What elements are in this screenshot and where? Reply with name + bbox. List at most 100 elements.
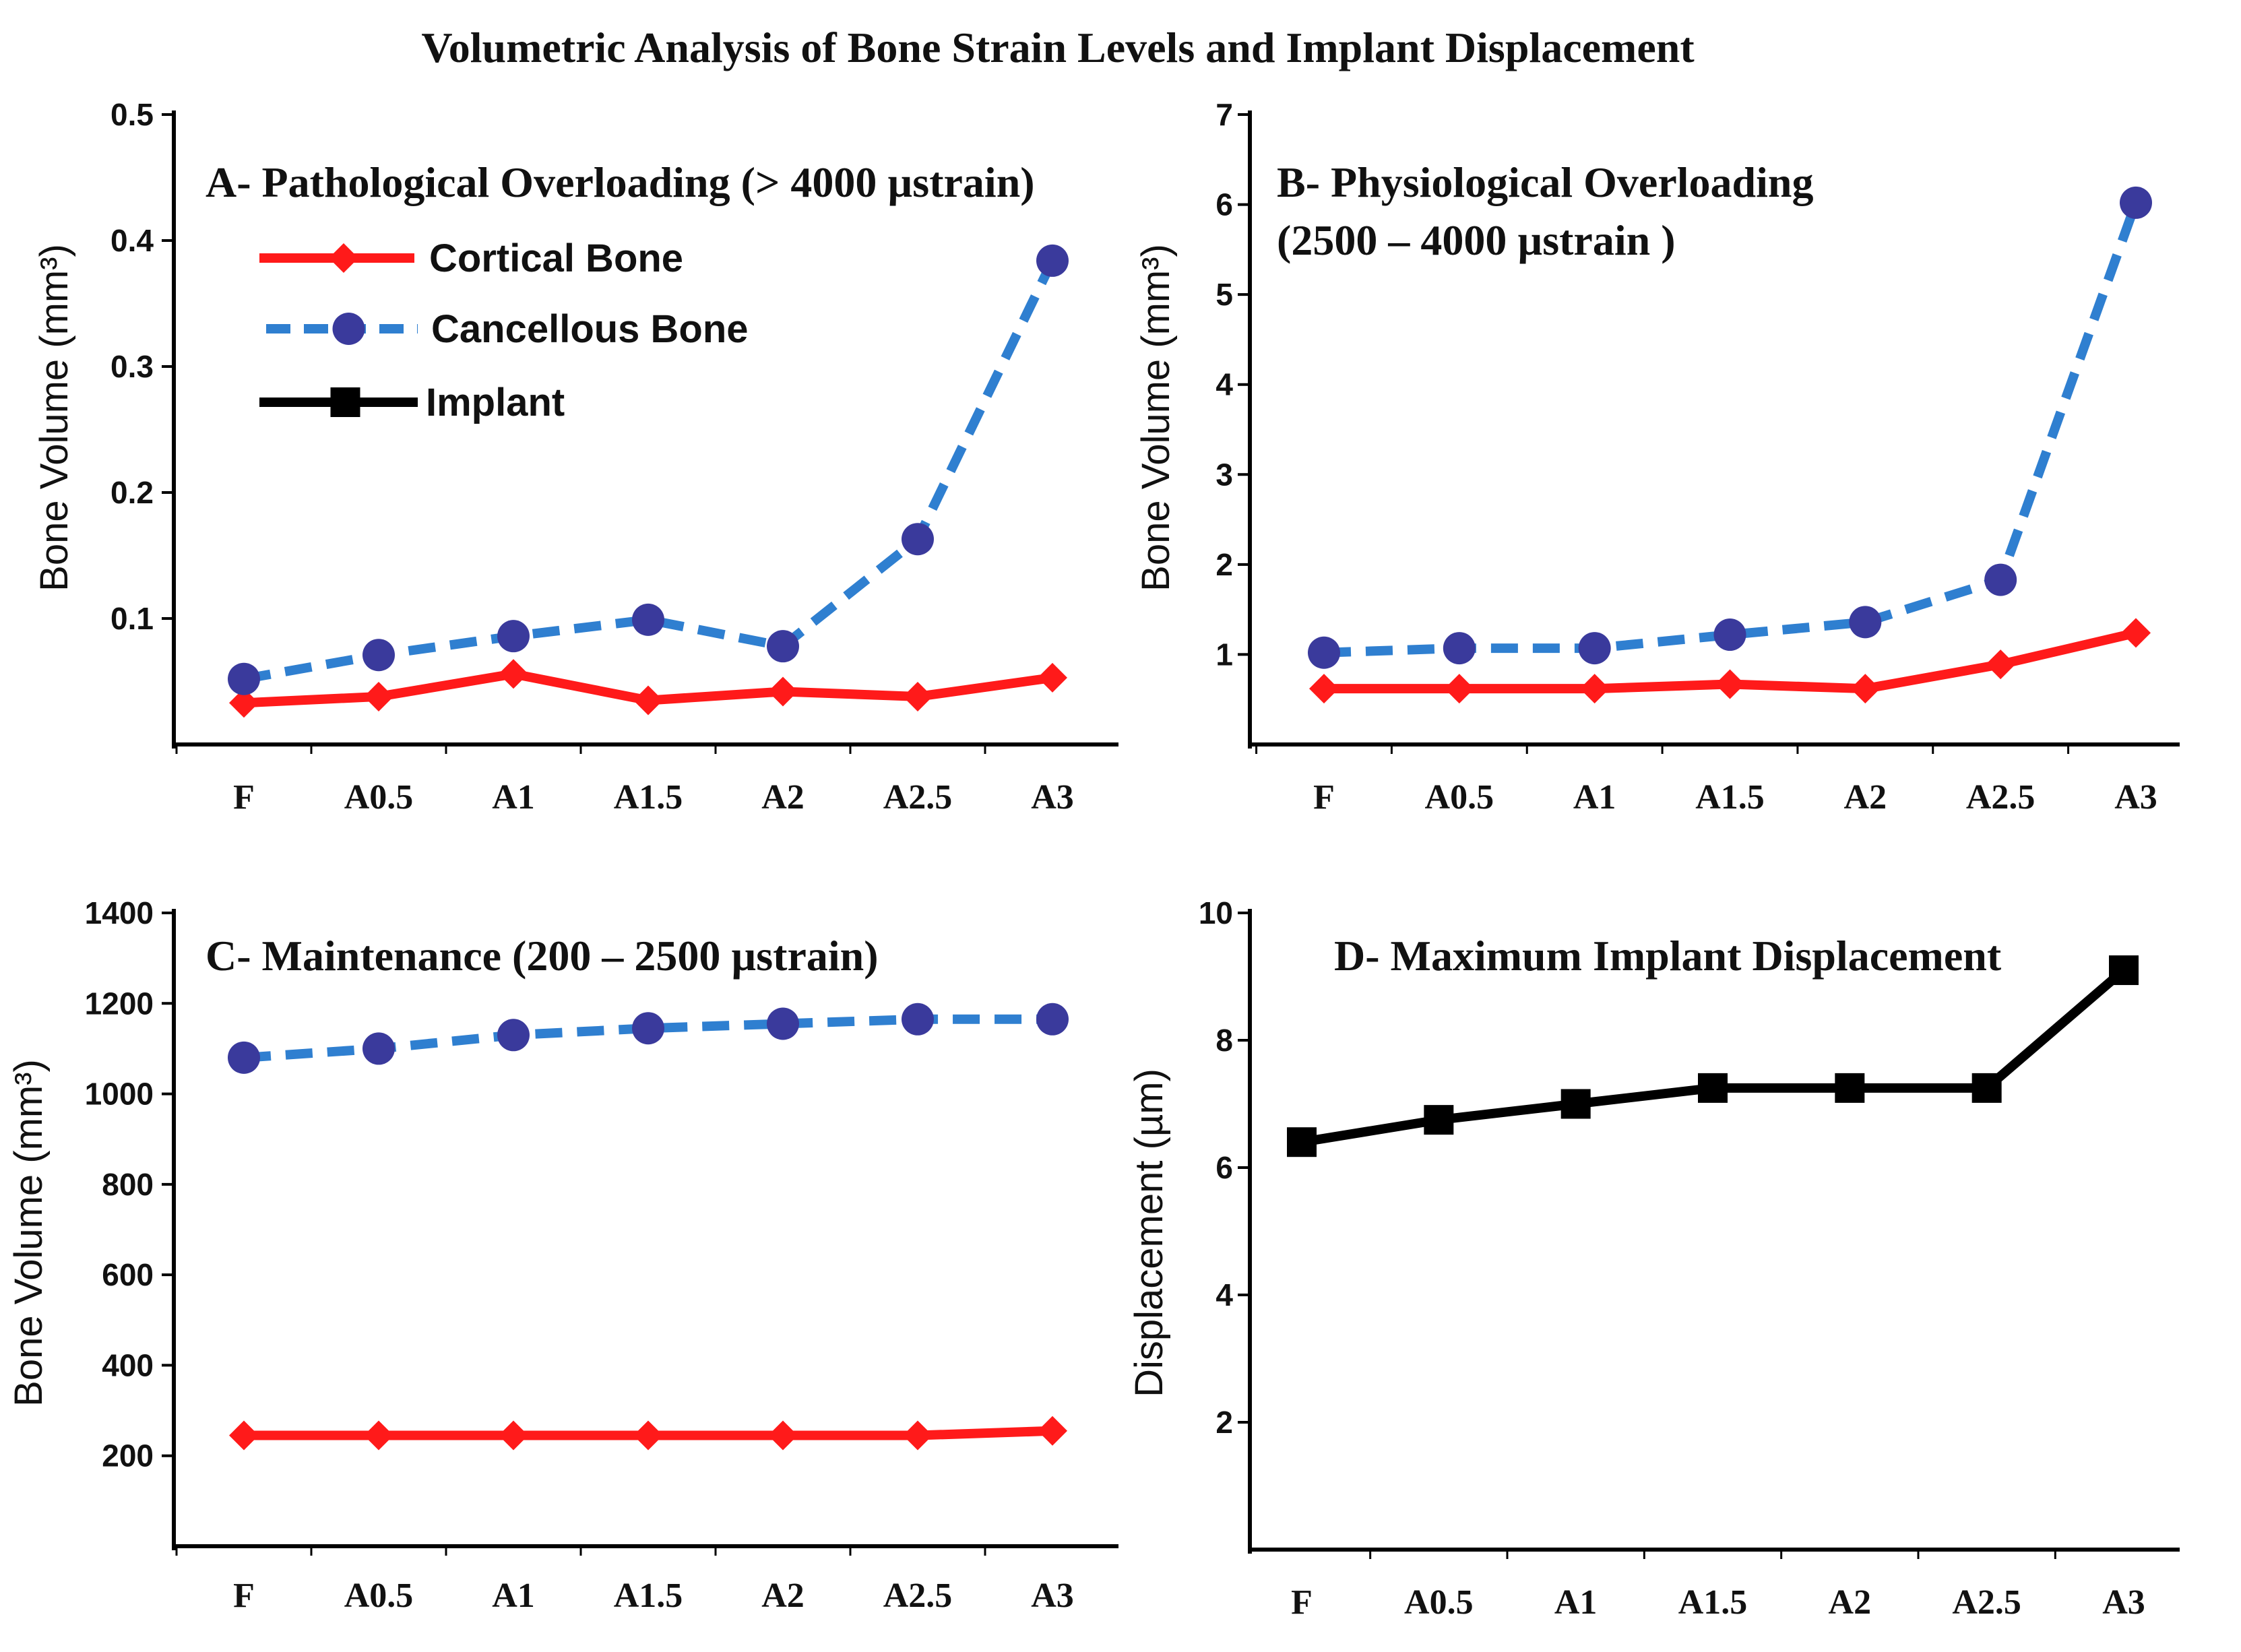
data-point (1287, 1127, 1317, 1157)
data-point (229, 688, 259, 718)
figure-title: Volumetric Analysis of Bone Strain Level… (421, 24, 1695, 71)
legend-item-implant: Implant (259, 381, 565, 424)
y-tick-label: 0.2 (111, 475, 154, 510)
x-tick-label: A2.5 (883, 1577, 953, 1615)
y-tick-label: 4 (1216, 367, 1233, 402)
data-point (499, 1420, 528, 1451)
chart-b: 1 2 3 4 5 6 7 F A0.5 A1 A1.5 A2 A2.5 A3 Bone Volume (m… (1134, 97, 2180, 817)
x-tick-label: A1.5 (614, 778, 683, 817)
data-point (1424, 1105, 1454, 1135)
y-tick-label: 1 (1216, 637, 1233, 672)
x-tick-label: A0.5 (1404, 1583, 1474, 1622)
data-point (229, 1420, 259, 1451)
x-tick-label: A3 (1031, 1577, 1074, 1615)
y-tick-label: 0.5 (111, 97, 154, 132)
legend-label: Cancellous Bone (431, 307, 749, 351)
data-point (632, 603, 664, 636)
data-point (2121, 618, 2151, 648)
legend-label: Cortical Bone (429, 236, 683, 280)
x-tick-label: A3 (2114, 778, 2157, 817)
data-point (1036, 244, 1069, 277)
data-point (1443, 632, 1476, 665)
x-tick-label: A1.5 (614, 1577, 683, 1615)
data-point (1560, 1089, 1591, 1119)
y-tick-label: 2 (1216, 1405, 1233, 1440)
y-tick-label: 6 (1216, 1150, 1233, 1185)
y-axis-title: Bone Volume (mm³) (7, 1059, 51, 1407)
x-tick-label: A3 (2102, 1583, 2145, 1622)
x-tick-label: A2.5 (1952, 1583, 2021, 1622)
data-point (633, 685, 663, 716)
data-point (1308, 636, 1340, 669)
legend-marker (330, 387, 360, 417)
data-point (1850, 674, 1881, 704)
data-point (902, 523, 934, 556)
data-point (1036, 1003, 1069, 1036)
y-tick-label: 2 (1216, 547, 1233, 582)
data-point (903, 1420, 933, 1451)
panel-title: D- Maximum Implant Displacement (1334, 932, 2002, 980)
data-point (1715, 669, 1745, 699)
y-tick-label: 4 (1216, 1277, 1233, 1312)
y-tick-label: 1400 (85, 895, 154, 930)
legend-item-cancellous-bone: Cancellous Bone (266, 307, 749, 351)
data-point (902, 1003, 934, 1036)
chart-c: 200 400 600 800 1000 1200 1400 F A0.5 A1 A1.5 A2 A2.… (7, 895, 1118, 1615)
x-tick-label: A2.5 (1966, 778, 2035, 817)
series-cortical-bone (229, 659, 1067, 718)
data-point (1698, 1073, 1728, 1103)
x-tick-label: A1.5 (1678, 1583, 1748, 1622)
data-point (1713, 618, 1746, 652)
data-point (767, 630, 799, 663)
data-point (768, 1420, 798, 1451)
data-point (228, 662, 260, 695)
data-point (767, 1007, 799, 1040)
panel-title: C- Maintenance (200 – 2500 µstrain) (206, 932, 879, 980)
y-tick-label: 1200 (85, 986, 154, 1021)
x-tick-label: F (233, 1577, 255, 1615)
y-tick-label: 0.1 (111, 601, 154, 636)
data-point (499, 659, 528, 689)
x-tick-label: A2 (1829, 1583, 1872, 1622)
panel-title: A- Pathological Overloading (> 4000 µstr… (206, 158, 1035, 206)
data-point (768, 676, 798, 707)
data-point (1849, 606, 1882, 639)
y-tick-label: 7 (1216, 97, 1233, 132)
x-tick-label: A1 (492, 1577, 535, 1615)
x-tick-label: A2 (1844, 778, 1887, 817)
y-tick-label: 3 (1216, 457, 1233, 492)
data-point (1038, 1416, 1067, 1446)
y-tick-label: 5 (1216, 277, 1233, 312)
x-tick-label: A1 (1554, 1583, 1598, 1622)
data-point (362, 639, 395, 672)
panel-title-line2: (2500 – 4000 µstrain ) (1277, 216, 1676, 264)
legend-marker (332, 313, 365, 345)
data-point (1038, 662, 1067, 693)
series-cortical-bone (1309, 618, 2151, 704)
legend-item-cortical-bone: Cortical Bone (259, 236, 683, 280)
data-point (2109, 955, 2139, 986)
charts: 0.1 0.2 0.3 0.4 0.5 F A0.5 A1 A1.5 A2 A2.5 A3 Bone V… (7, 97, 2180, 1622)
data-point (228, 1041, 260, 1074)
y-axis-title: Bone Volume (mm³) (1134, 244, 1178, 592)
series-cancellous-bone (228, 1003, 1069, 1074)
x-tick-label: A1 (1573, 778, 1616, 817)
data-point (1578, 632, 1611, 665)
y-tick-label: 0.4 (111, 223, 154, 258)
y-tick-label: 1000 (85, 1077, 154, 1112)
y-tick-label: 200 (102, 1438, 154, 1473)
y-axis-title: Displacement (µm) (1127, 1069, 1171, 1397)
x-tick-label: A2 (761, 1577, 804, 1615)
series-cortical-bone (229, 1416, 1067, 1451)
data-point (497, 1019, 530, 1052)
x-tick-label: A0.5 (344, 778, 414, 817)
data-point (362, 1032, 395, 1065)
data-point (1986, 649, 2016, 680)
x-tick-label: A2.5 (883, 778, 953, 817)
data-point (1579, 674, 1610, 704)
y-tick-label: 10 (1199, 895, 1233, 930)
data-point (903, 681, 933, 711)
x-tick-label: A2 (761, 778, 804, 817)
x-tick-label: F (1313, 778, 1335, 817)
